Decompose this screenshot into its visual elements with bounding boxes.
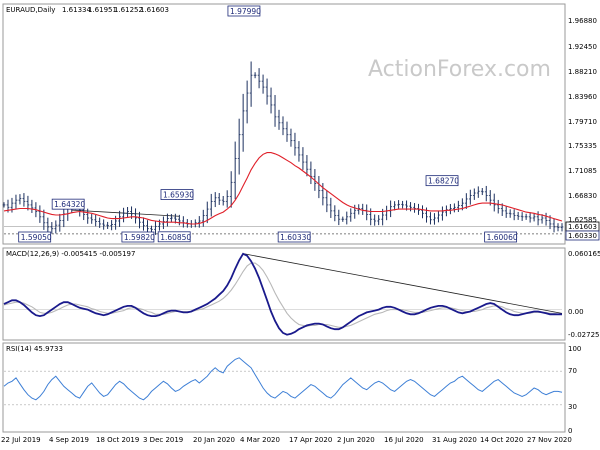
price-annotation-label: 1.97990 (230, 7, 261, 16)
price-annotation-box (227, 5, 261, 17)
rsi-line (3, 357, 563, 401)
price-annotation-label: 1.59820 (124, 233, 155, 242)
price-annotation-box (277, 231, 311, 243)
rsi-series-group (3, 357, 563, 406)
macd-trendline (243, 253, 563, 314)
price-annotation-box (160, 189, 194, 200)
ohlc-close: 1.61603 (140, 6, 169, 14)
date-tick: 4 Mar 2020 (240, 436, 280, 444)
rsi-tick: 0 (568, 427, 572, 435)
macd-panel-frame (2, 247, 566, 341)
price-annotation-label: 1.64320 (54, 200, 85, 209)
macd-line (3, 252, 562, 336)
date-tick: 14 Oct 2020 (480, 436, 523, 444)
date-tick: 20 Jan 2020 (193, 436, 235, 444)
date-tick: 17 Apr 2020 (289, 436, 332, 444)
price-annotations-group: 1.97990 1.59050 1.64320 1.59820 1.60850 1.659… (18, 5, 518, 243)
support-price-tag (565, 230, 600, 241)
moving-average-line (3, 152, 563, 225)
price-annotation-label: 1.59050 (21, 233, 52, 242)
macd-title: MACD(12,26,9) -0.005415 -0.005197 (6, 250, 135, 258)
price-tick: 1.62585 (568, 216, 597, 224)
support-price-label: 1.60330 (568, 232, 597, 240)
price-annotation-label: 1.60060 (487, 233, 518, 242)
price-axis: 1.96880 1.92450 1.88210 1.83960 1.79710 … (568, 17, 597, 224)
price-annotation-box (121, 231, 155, 243)
rsi-tick: 70 (568, 367, 577, 375)
rsi-title: RSI(14) 45.9733 (6, 345, 63, 353)
price-tick: 1.79710 (568, 118, 597, 126)
macd-tick: -0.02725 (568, 331, 599, 339)
date-tick: 4 Sep 2019 (49, 436, 89, 444)
ohlc-open: 1.61334 (62, 6, 91, 14)
date-tick: 2 Jun 2020 (337, 436, 375, 444)
price-tick: 1.66830 (568, 192, 597, 200)
date-tick: 22 Jul 2019 (1, 436, 41, 444)
price-annotation-box (425, 175, 459, 187)
price-annotation-label: 1.60330 (280, 233, 311, 242)
price-tick: 1.71085 (568, 167, 597, 175)
price-annotation-label: 1.68270 (428, 177, 459, 186)
rsi-tick: 30 (568, 403, 577, 411)
date-tick: 16 Jul 2020 (384, 436, 424, 444)
date-tick: 31 Aug 2020 (432, 436, 477, 444)
date-tick: 27 Nov 2020 (527, 436, 572, 444)
price-trendline (71, 209, 180, 217)
price-annotation-box (484, 231, 518, 243)
current-price-label: 1.61603 (568, 223, 597, 231)
price-panel-frame (2, 3, 566, 245)
ohlc-low: 1.61252 (114, 6, 143, 14)
price-annotation-label: 1.60850 (160, 233, 191, 242)
price-tick: 1.96880 (568, 17, 597, 25)
macd-tick: 0.060165 (568, 250, 600, 258)
rsi-panel-frame (2, 342, 566, 433)
price-annotation-box (157, 231, 191, 243)
rsi-tick: 100 (568, 345, 581, 353)
watermark: ActionForex.com (368, 57, 551, 82)
price-tick: 1.88210 (568, 68, 597, 76)
macd-series-group (3, 252, 563, 336)
price-annotation-label: 1.65930 (163, 191, 194, 200)
macd-tick: 0.00 (568, 308, 584, 316)
date-axis: 22 Jul 2019 4 Sep 2019 18 Oct 2019 3 Dec… (1, 436, 572, 444)
price-annotation-box (51, 198, 85, 210)
price-tick: 1.83960 (568, 93, 597, 101)
price-tick: 1.75335 (568, 142, 597, 150)
price-tick: 1.92450 (568, 43, 597, 51)
date-tick: 18 Oct 2019 (96, 436, 139, 444)
price-title: EURAUD,Daily (6, 6, 55, 14)
price-series-group (2, 61, 564, 235)
price-annotation-box (18, 231, 52, 243)
date-tick: 3 Dec 2019 (143, 436, 183, 444)
ohlc-high: 1.61951 (88, 6, 117, 14)
